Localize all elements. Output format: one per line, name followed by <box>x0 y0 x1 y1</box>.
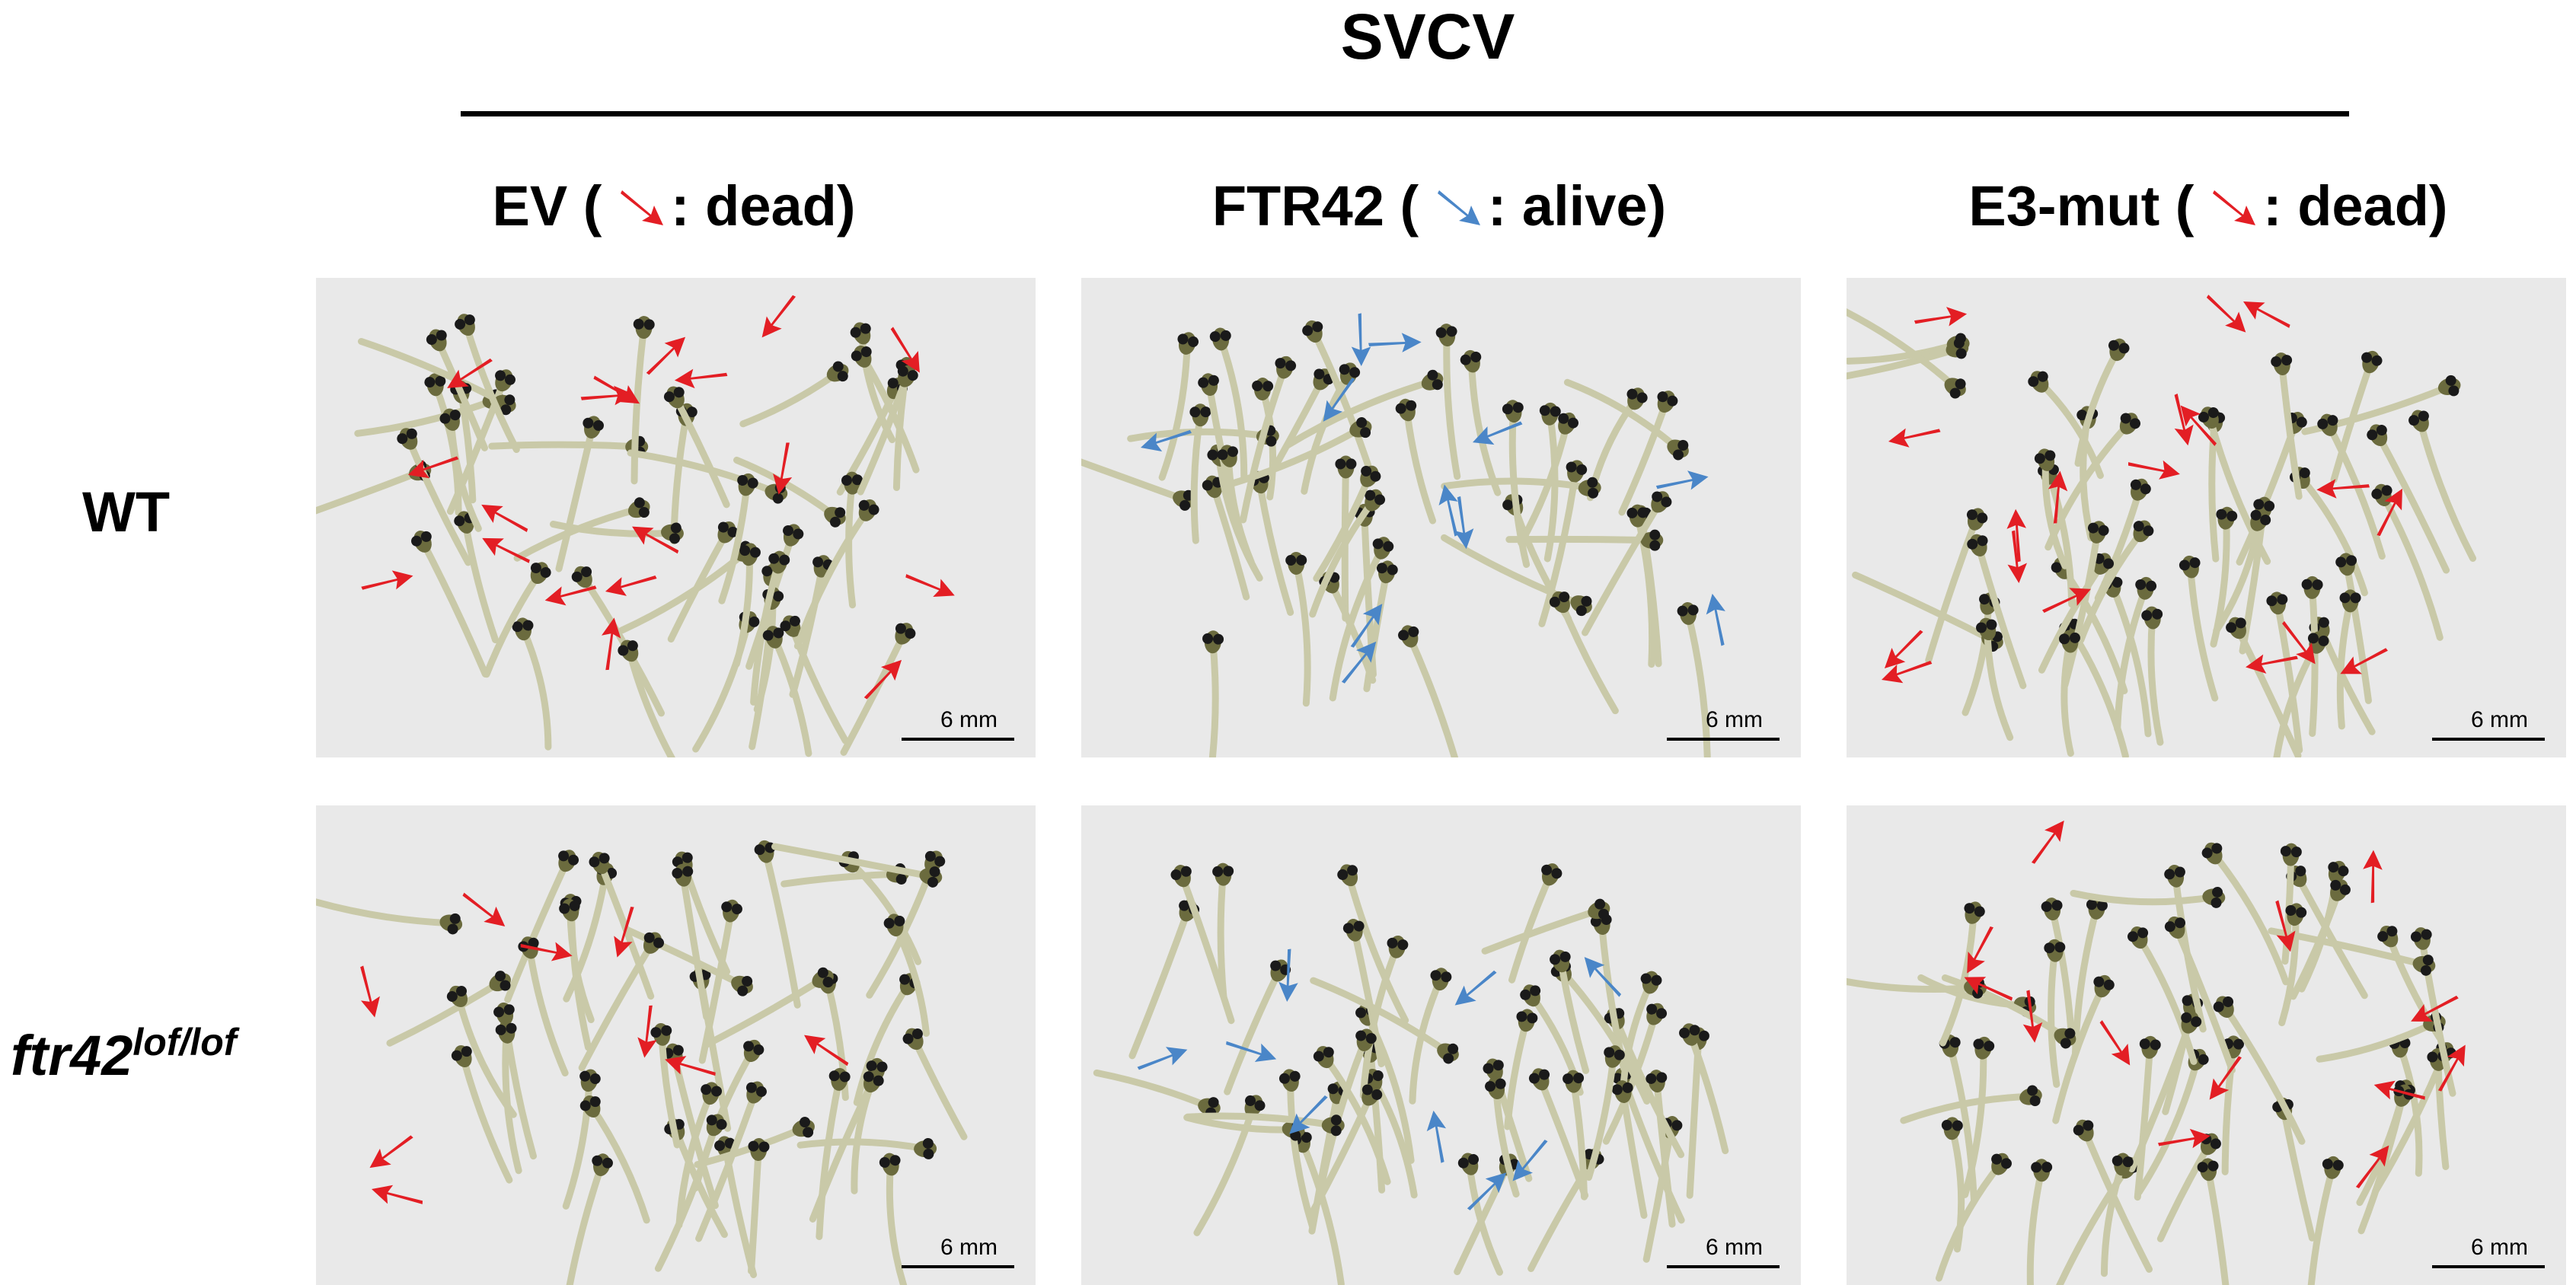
panel-wt-ev: 6 mm <box>316 278 1036 757</box>
scale-bar-label: 6 mm <box>940 1235 998 1261</box>
column-legend-text: : dead <box>671 174 837 238</box>
scale-bar <box>902 1265 1014 1268</box>
scale-bar <box>1667 1265 1780 1268</box>
panel-ftr42lof-e3mut: 6 mm <box>1847 805 2566 1285</box>
column-header-e3mut: E3-mut ( : dead) <box>1850 174 2566 238</box>
column-legend-text: : dead <box>2263 174 2429 238</box>
larvae-photo <box>316 805 1036 1285</box>
scale-bar <box>2432 738 2545 741</box>
scale-bar-label: 6 mm <box>2471 707 2528 733</box>
column-label: EV <box>492 174 567 238</box>
scale-bar-label: 6 mm <box>2471 1235 2528 1261</box>
blue-arrow-icon <box>1435 184 1488 230</box>
scale-bar-label: 6 mm <box>1706 707 1763 733</box>
scale-bar-label: 6 mm <box>1706 1235 1763 1261</box>
red-arrow-icon <box>618 184 671 230</box>
panel-ftr42lof-ftr42: 6 mm <box>1081 805 1801 1285</box>
row-label-main: ftr42 <box>11 1024 132 1087</box>
panel-wt-ftr42: 6 mm <box>1081 278 1801 757</box>
panel-ftr42lof-ev: 6 mm <box>316 805 1036 1285</box>
larvae-photo <box>1081 805 1801 1285</box>
larvae-photo <box>316 278 1036 757</box>
scale-bar <box>2432 1265 2545 1268</box>
column-header-ev: EV ( : dead) <box>316 174 1032 238</box>
title-underline <box>461 111 2349 116</box>
column-label: FTR42 <box>1212 174 1384 238</box>
scale-bar <box>1667 738 1780 741</box>
larvae-photo <box>1847 278 2566 757</box>
row-header-ftr42-lof: ftr42lof/lof <box>11 1020 236 1088</box>
row-header-wt: WT <box>82 480 170 544</box>
row-label-superscript: lof/lof <box>132 1021 236 1063</box>
larvae-photo <box>1081 278 1801 757</box>
scale-bar-label: 6 mm <box>940 707 998 733</box>
panel-wt-e3mut: 6 mm <box>1847 278 2566 757</box>
column-header-ftr42: FTR42 ( : alive) <box>1081 174 1797 238</box>
column-label: E3-mut <box>1968 174 2159 238</box>
red-arrow-icon <box>2210 184 2263 230</box>
column-legend-text: : alive <box>1488 174 1648 238</box>
larvae-photo <box>1847 805 2566 1285</box>
scale-bar <box>902 738 1014 741</box>
figure-title: SVCV <box>1256 0 1599 74</box>
